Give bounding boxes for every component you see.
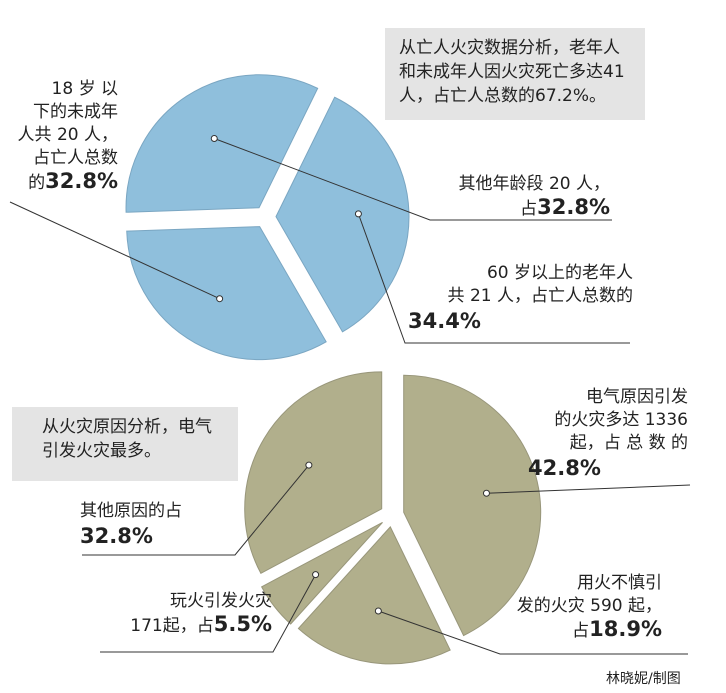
label-under-18-line2: 下的未成年 — [33, 102, 118, 122]
label-electrical-pct: 42.8% — [528, 456, 601, 480]
label-other-cause-line1: 其他原因的占 — [80, 501, 182, 521]
label-electrical-line3: 起，占 总 数 的 — [569, 433, 688, 453]
label-electrical-line2: 的火灾多达 1336 — [554, 410, 688, 430]
pie-chart-fire-causes — [244, 371, 542, 665]
label-under-18-line1: 18 岁 以 — [51, 79, 118, 99]
leader-line — [9, 201, 220, 300]
label-other-age-line1: 其他年龄段 20 人， — [458, 174, 610, 194]
label-electrical-line1: 电气原因引发 — [586, 387, 688, 407]
label-playing-fire: 玩火引发火灾 171起，占5.5% — [112, 590, 272, 638]
leader-dot — [210, 135, 218, 143]
slice-careless-fire — [297, 525, 451, 665]
label-over-60-line2: 共 21 人，占亡人总数的 — [447, 286, 633, 306]
slice-other-age — [125, 74, 319, 213]
leader-dot — [216, 295, 224, 303]
label-playing-fire-line1: 玩火引发火灾 — [170, 591, 272, 611]
pie-chart-fire-deaths-by-age — [125, 74, 410, 361]
leader-dot — [354, 210, 362, 218]
slice-under-18 — [126, 226, 327, 361]
cause-analysis-note-box: 从火灾原因分析，电气引发火灾最多。 — [12, 407, 238, 481]
leader-dot — [482, 489, 490, 497]
label-under-18-line4: 占亡人总数 — [33, 148, 118, 168]
label-playing-fire-line2: 171起，占 — [130, 616, 214, 636]
label-over-60-line1: 60 岁以上的老年人 — [486, 263, 633, 283]
label-electrical: 电气原因引发 的火灾多达 1336 起，占 总 数 的 42.8% — [528, 386, 688, 481]
label-careless-fire-line1: 用火不慎引 — [577, 573, 662, 593]
label-under-18: 18 岁 以 下的未成年 人共 20 人， 占亡人总数 的32.8% — [10, 78, 118, 195]
leader-line — [100, 574, 317, 653]
label-other-cause-pct: 32.8% — [80, 524, 153, 548]
age-analysis-note-box: 从亡人火灾数据分析，老年人和未成年人因火灾死亡多达41人，占亡人总数的67.2%… — [385, 28, 645, 120]
label-other-age-pct: 32.8% — [537, 195, 610, 219]
label-careless-fire-line3: 占 — [572, 621, 590, 641]
label-under-18-line3: 人共 20 人， — [17, 125, 118, 145]
leader-dot — [305, 461, 313, 469]
leader-line — [357, 213, 630, 344]
age-analysis-note: 从亡人火灾数据分析，老年人和未成年人因火灾死亡多达41人，占亡人总数的67.2%… — [399, 38, 625, 106]
leader-line — [378, 610, 688, 655]
slice-electrical — [403, 374, 542, 637]
leader-line — [82, 464, 310, 556]
label-other-cause: 其他原因的占 32.8% — [80, 500, 250, 549]
cause-analysis-note: 从火灾原因分析，电气引发火灾最多。 — [42, 417, 212, 461]
leader-line — [214, 138, 612, 221]
label-other-age-line2: 占 — [520, 199, 538, 219]
label-careless-fire-line2: 发的火灾 590 起， — [516, 596, 662, 616]
leader-line — [486, 484, 691, 494]
label-careless-fire: 用火不慎引 发的火灾 590 起， 占18.9% — [512, 572, 662, 643]
label-over-60-pct: 34.4% — [408, 309, 481, 333]
leader-dot — [312, 571, 320, 579]
leader-dot — [374, 607, 382, 615]
credit: 林晓妮/制图 — [606, 671, 681, 687]
leader-lines — [9, 135, 691, 655]
label-careless-fire-pct: 18.9% — [589, 617, 662, 641]
label-playing-fire-pct: 5.5% — [213, 612, 272, 636]
label-under-18-pct: 32.8% — [45, 169, 118, 193]
label-over-60: 60 岁以上的老年人 共 21 人，占亡人总数的 34.4% — [408, 262, 633, 334]
label-other-age: 其他年龄段 20 人， 占32.8% — [430, 173, 610, 221]
slice-playing-fire — [260, 521, 383, 625]
label-under-18-line5: 的 — [28, 173, 46, 193]
slice-other-cause — [244, 371, 383, 574]
